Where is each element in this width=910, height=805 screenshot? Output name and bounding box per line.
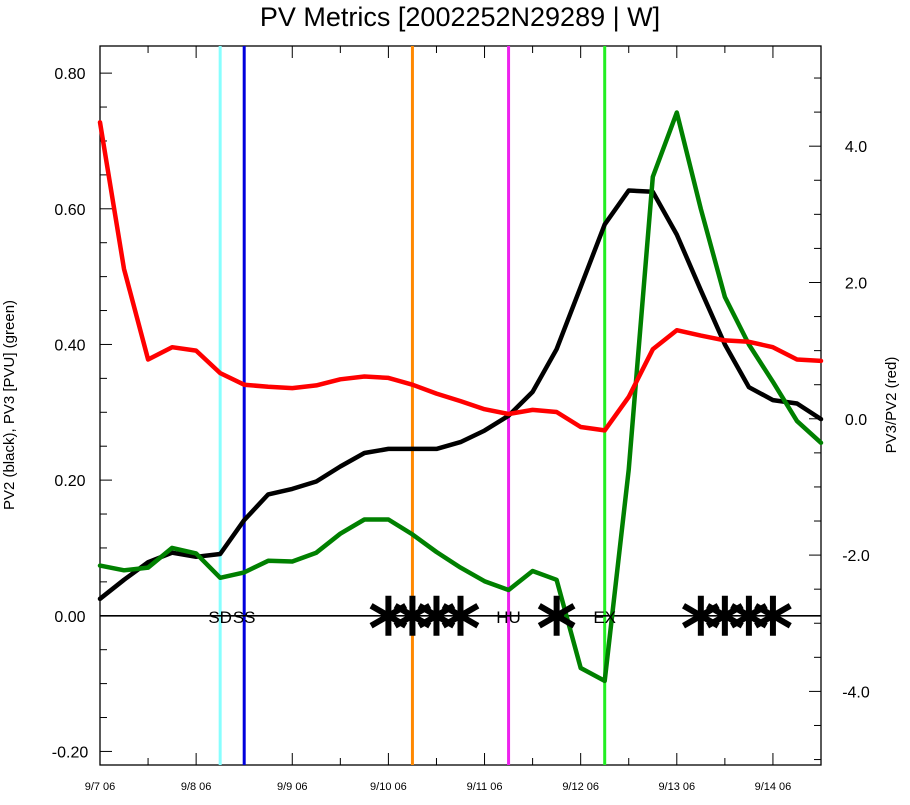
asterisk-marker xyxy=(754,595,792,636)
left-tick-label: 0.20 xyxy=(54,473,85,490)
x-tick-label: 9/12 06 xyxy=(562,781,599,793)
right-axis-labels: -4.0 -2.0 0.0 2.0 4.0 xyxy=(842,139,870,701)
event-label: HU xyxy=(496,608,521,627)
x-tick-label: 9/13 06 xyxy=(658,781,695,793)
right-axis-title: PV3/PV2 (red) xyxy=(883,357,900,454)
left-axis-labels: -0.20 0.00 0.20 0.40 0.60 0.80 xyxy=(52,66,89,761)
series-layer xyxy=(97,110,824,684)
annotation-layer: SD SS HU EX xyxy=(208,595,792,636)
event-lines xyxy=(218,46,607,765)
right-tick-label: 0.0 xyxy=(845,412,867,429)
plot-frame xyxy=(99,45,822,766)
left-axis-title: PV2 (black), PV3 [PVU] (green) xyxy=(1,300,18,510)
asterisk-marker xyxy=(537,595,576,636)
x-tick-label: 9/10 06 xyxy=(370,781,407,793)
chart-title: PV Metrics [2002252N29289 | W] xyxy=(260,2,660,32)
x-tick-label: 9/9 06 xyxy=(277,781,308,793)
x-tick-label: 9/7 06 xyxy=(85,781,116,793)
x-axis-labels: 9/7 06 9/8 06 9/9 06 9/10 06 9/11 06 9/12 06 9… xyxy=(85,781,792,793)
x-tick-label: 9/11 06 xyxy=(467,781,503,793)
series-line-pv3-pv2 xyxy=(97,120,824,433)
series-line-pv3 xyxy=(97,110,824,684)
left-tick-label: 0.60 xyxy=(54,202,85,219)
event-label: EX xyxy=(593,608,616,627)
right-tick-label: -2.0 xyxy=(842,548,870,565)
event-label: SD xyxy=(208,608,232,627)
x-tick-label: 9/8 06 xyxy=(181,781,212,793)
left-tick-label: -0.20 xyxy=(52,744,89,761)
right-tick-label: -4.0 xyxy=(842,684,870,701)
left-tick-label: 0.40 xyxy=(54,337,85,354)
left-tick-label: 0.80 xyxy=(54,66,85,83)
asterisk-marker xyxy=(441,595,480,636)
right-tick-label: 4.0 xyxy=(845,139,867,156)
series-line-pv2 xyxy=(97,188,824,602)
axis-ticks xyxy=(99,46,822,765)
event-label: SS xyxy=(233,608,256,627)
x-tick-label: 9/14 06 xyxy=(755,781,792,793)
left-tick-label: 0.00 xyxy=(54,609,85,626)
right-tick-label: 2.0 xyxy=(845,275,867,292)
